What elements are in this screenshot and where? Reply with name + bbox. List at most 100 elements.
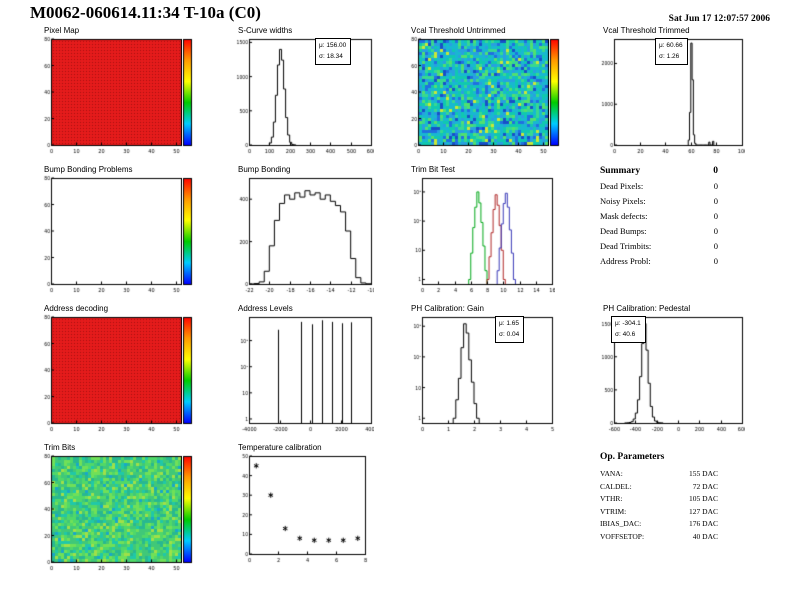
param-value: 155 DAC (689, 469, 718, 478)
param-row: VTRIM: 127 DAC (600, 507, 718, 516)
param-row: VOFFSETOP: 40 DAC (600, 532, 718, 541)
stats-mean: μ: -304.1 (615, 320, 641, 327)
chart-title: Address Levels (238, 304, 293, 313)
param-label: VTRIM: (600, 506, 627, 516)
param-row: Noisy Pixels: 0 (600, 196, 718, 206)
stats-mean: μ: 156.00 (319, 42, 347, 49)
s-curve-widths-chart (232, 36, 374, 156)
panel-trim-bits: Trim Bits (38, 443, 198, 573)
param-label: VOFFSETOP: (600, 531, 645, 541)
param-row: IBIAS_DAC: 176 DAC (600, 519, 718, 528)
param-row: Dead Pixels: 0 (600, 181, 718, 191)
panel-temperature-calibration: Temperature calibration (232, 443, 368, 565)
param-value: 0 (713, 241, 718, 251)
param-label: Noisy Pixels: (600, 196, 646, 206)
bump-bonding-chart (232, 175, 374, 295)
param-value: 0 (713, 196, 718, 206)
param-row: VANA: 155 DAC (600, 469, 718, 478)
stats-mean: μ: 1.65 (499, 320, 520, 327)
stats-box: μ: 156.00 σ: 18.34 (315, 38, 352, 65)
stats-sigma: σ: 1.26 (659, 53, 680, 61)
chart-title: PH Calibration: Gain (411, 304, 484, 313)
chart-title: Address decoding (44, 304, 109, 313)
address-decoding-colorbar (182, 314, 198, 434)
op-parameters-title: Op. Parameters (600, 452, 665, 462)
panel-vcal-threshold-untrimmed: Vcal Threshold Untrimmed (405, 26, 565, 156)
param-value: 105 DAC (689, 494, 718, 503)
panel-bump-bonding-problems: Bump Bonding Problems (38, 165, 198, 295)
vcal-untrimmed-colorbar (549, 36, 565, 156)
chart-title: Vcal Threshold Untrimmed (411, 26, 506, 35)
param-label: Dead Pixels: (600, 181, 644, 191)
chart-title: Bump Bonding Problems (44, 165, 133, 174)
vcal-untrimmed-chart (405, 36, 549, 156)
pixel-map-chart (38, 36, 182, 156)
panel-trim-bit-test: Trim Bit Test (405, 165, 555, 295)
param-value: 0 (713, 256, 718, 266)
page-title: M0062-060614.11:34 T-10a (C0) (30, 3, 261, 22)
param-label: VTHR: (600, 494, 623, 503)
temperature-calibration-chart (232, 453, 368, 565)
stats-mean: μ: 60.66 (659, 42, 683, 49)
param-row: Address Probl: 0 (600, 256, 718, 266)
param-label: CALDEL: (600, 481, 632, 491)
chart-title: Vcal Threshold Trimmed (603, 26, 690, 35)
param-value: 72 DAC (692, 481, 718, 491)
panel-ph-calibration-pedestal: PH Calibration: Pedestal μ: -304.1 σ: 40… (597, 304, 745, 434)
panel-vcal-threshold-trimmed: Vcal Threshold Trimmed μ: 60.66 σ: 1.26 (597, 26, 745, 156)
ph-gain-chart (405, 314, 555, 434)
bump-problems-chart (38, 175, 182, 295)
stats-box: μ: 1.65 σ: 0.04 (495, 316, 525, 343)
timestamp: Sat Jun 17 12:07:57 2006 (668, 14, 770, 24)
chart-title: PH Calibration: Pedestal (603, 304, 691, 313)
stats-box: μ: 60.66 σ: 1.26 (655, 38, 688, 65)
op-parameters-block: Op. Parameters VANA: 155 DAC CALDEL: 72 DAC… (600, 452, 718, 541)
panel-s-curve-widths: S-Curve widths μ: 156.00 σ: 18.34 (232, 26, 374, 156)
chart-title: Temperature calibration (238, 443, 322, 452)
chart-title: S-Curve widths (238, 26, 293, 35)
param-label: Dead Bumps: (600, 226, 647, 236)
op-rows: VANA: 155 DAC CALDEL: 72 DAC VTHR: 105 DAC VTR… (600, 469, 718, 541)
param-row: Dead Trimbits: 0 (600, 241, 718, 251)
panel-address-levels: Address Levels (232, 304, 374, 434)
param-row: Dead Bumps: 0 (600, 226, 718, 236)
param-label: VANA: (600, 469, 623, 478)
param-row: CALDEL: 72 DAC (600, 482, 718, 491)
panel-ph-calibration-gain: PH Calibration: Gain μ: 1.65 σ: 0.04 (405, 304, 555, 434)
param-value: 0 (713, 211, 718, 221)
address-decoding-chart (38, 314, 182, 434)
panel-address-decoding: Address decoding (38, 304, 198, 434)
chart-title: Trim Bits (44, 443, 76, 452)
panel-bump-bonding: Bump Bonding (232, 165, 374, 295)
param-value: 0 (713, 226, 718, 236)
summary-title: Summary (600, 166, 641, 176)
param-value: 176 DAC (689, 519, 718, 528)
trim-bits-colorbar (182, 453, 198, 573)
param-label: IBIAS_DAC: (600, 519, 642, 528)
param-label: Dead Trimbits: (600, 241, 652, 251)
pixel-map-colorbar (182, 36, 198, 156)
summary-block: Summary 0 Dead Pixels: 0 Noisy Pixels: 0 Mas… (600, 166, 718, 266)
param-label: Mask defects: (600, 211, 648, 221)
trim-bit-test-chart (405, 175, 555, 295)
param-label: Address Probl: (600, 256, 651, 266)
param-row: VTHR: 105 DAC (600, 494, 718, 503)
trim-bits-chart (38, 453, 182, 573)
chart-title: Trim Bit Test (411, 165, 456, 174)
stats-box: μ: -304.1 σ: 40.6 (611, 316, 646, 343)
chart-title: Pixel Map (44, 26, 80, 35)
address-levels-chart (232, 314, 374, 434)
panel-pixel-map: Pixel Map (38, 26, 198, 156)
summary-total: 0 (713, 166, 718, 176)
param-value: 40 DAC (692, 531, 718, 541)
summary-rows: Dead Pixels: 0 Noisy Pixels: 0 Mask defects:… (600, 181, 718, 266)
stats-sigma: σ: 18.34 (319, 53, 343, 61)
stats-sigma: σ: 0.04 (499, 331, 520, 339)
param-value: 0 (713, 181, 718, 191)
chart-title: Bump Bonding (238, 165, 291, 174)
param-row: Mask defects: 0 (600, 211, 718, 221)
param-value: 127 DAC (689, 506, 718, 516)
stats-sigma: σ: 40.6 (615, 331, 636, 339)
bump-problems-colorbar (182, 175, 198, 295)
